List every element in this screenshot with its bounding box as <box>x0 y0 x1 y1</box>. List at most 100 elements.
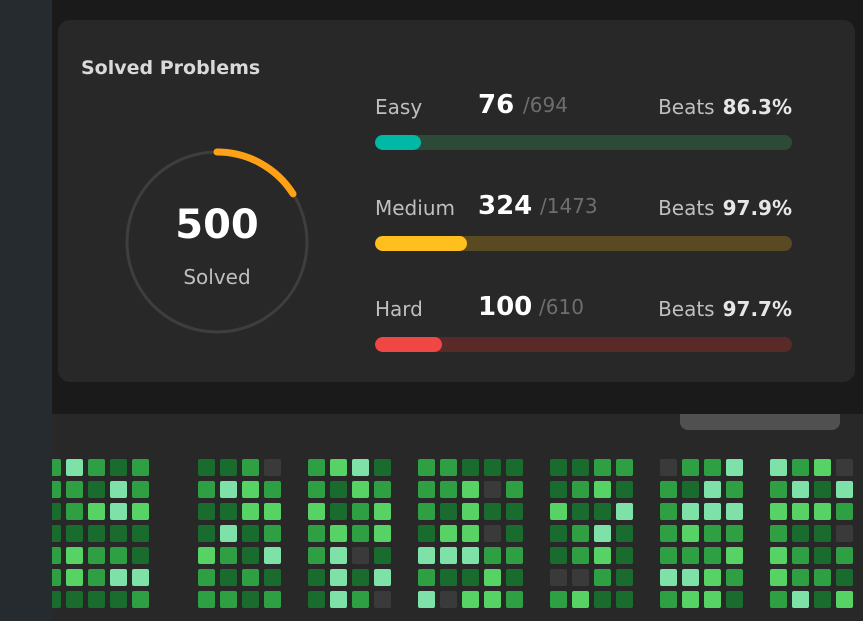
heatmap-cell[interactable] <box>704 569 721 586</box>
heatmap-cell[interactable] <box>594 547 611 564</box>
heatmap-cell[interactable] <box>88 481 105 498</box>
heatmap-cell[interactable] <box>550 481 567 498</box>
heatmap-cell[interactable] <box>792 569 809 586</box>
heatmap-cell[interactable] <box>682 503 699 520</box>
heatmap-cell[interactable] <box>616 503 633 520</box>
heatmap-cell[interactable] <box>198 569 215 586</box>
heatmap-cell[interactable] <box>506 569 523 586</box>
heatmap-cell[interactable] <box>66 503 83 520</box>
heatmap-cell[interactable] <box>770 481 787 498</box>
heatmap-cell[interactable] <box>242 525 259 542</box>
heatmap-cell[interactable] <box>66 591 83 608</box>
heatmap-cell[interactable] <box>484 459 501 476</box>
heatmap-cell[interactable] <box>660 569 677 586</box>
heatmap-cell[interactable] <box>440 525 457 542</box>
heatmap-cell[interactable] <box>88 569 105 586</box>
heatmap-cell[interactable] <box>704 459 721 476</box>
heatmap-cell[interactable] <box>132 503 149 520</box>
heatmap-cell[interactable] <box>440 569 457 586</box>
heatmap-cell[interactable] <box>594 569 611 586</box>
heatmap-cell[interactable] <box>660 525 677 542</box>
heatmap-cell[interactable] <box>330 591 347 608</box>
heatmap-cell[interactable] <box>110 547 127 564</box>
heatmap-cell[interactable] <box>88 591 105 608</box>
heatmap-cell[interactable] <box>660 591 677 608</box>
heatmap-cell[interactable] <box>308 547 325 564</box>
heatmap-cell[interactable] <box>308 503 325 520</box>
heatmap-cell[interactable] <box>220 569 237 586</box>
heatmap-cell[interactable] <box>132 591 149 608</box>
heatmap-cell[interactable] <box>198 503 215 520</box>
heatmap-cell[interactable] <box>462 503 479 520</box>
heatmap-cell[interactable] <box>352 481 369 498</box>
heatmap-cell[interactable] <box>484 569 501 586</box>
heatmap-cell[interactable] <box>836 547 853 564</box>
heatmap-cell[interactable] <box>440 459 457 476</box>
heatmap-cell[interactable] <box>242 503 259 520</box>
heatmap-cell[interactable] <box>88 459 105 476</box>
heatmap-cell[interactable] <box>88 525 105 542</box>
heatmap-cell[interactable] <box>308 525 325 542</box>
heatmap-cell[interactable] <box>682 481 699 498</box>
heatmap-cell[interactable] <box>616 547 633 564</box>
heatmap-cell[interactable] <box>242 569 259 586</box>
heatmap-cell[interactable] <box>88 503 105 520</box>
heatmap-cell[interactable] <box>330 525 347 542</box>
heatmap-cell[interactable] <box>264 481 281 498</box>
heatmap-cell[interactable] <box>726 459 743 476</box>
heatmap-cell[interactable] <box>616 525 633 542</box>
heatmap-cell[interactable] <box>374 481 391 498</box>
heatmap-cell[interactable] <box>572 547 589 564</box>
heatmap-cell[interactable] <box>726 503 743 520</box>
heatmap-cell[interactable] <box>52 481 61 498</box>
heatmap-cell[interactable] <box>462 569 479 586</box>
heatmap-cell[interactable] <box>616 459 633 476</box>
heatmap-cell[interactable] <box>440 591 457 608</box>
heatmap-cell[interactable] <box>726 481 743 498</box>
heatmap-cell[interactable] <box>506 459 523 476</box>
heatmap-cell[interactable] <box>418 481 435 498</box>
heatmap-cell[interactable] <box>66 525 83 542</box>
heatmap-cell[interactable] <box>550 591 567 608</box>
heatmap-cell[interactable] <box>770 459 787 476</box>
heatmap-cell[interactable] <box>308 591 325 608</box>
heatmap-cell[interactable] <box>704 481 721 498</box>
heatmap-cell[interactable] <box>836 503 853 520</box>
heatmap-cell[interactable] <box>198 481 215 498</box>
heatmap-cell[interactable] <box>66 481 83 498</box>
heatmap-cell[interactable] <box>484 503 501 520</box>
heatmap-cell[interactable] <box>594 459 611 476</box>
heatmap-cell[interactable] <box>440 503 457 520</box>
heatmap-cell[interactable] <box>814 525 831 542</box>
heatmap-cell[interactable] <box>792 591 809 608</box>
heatmap-cell[interactable] <box>704 525 721 542</box>
heatmap-cell[interactable] <box>836 459 853 476</box>
heatmap-cell[interactable] <box>66 547 83 564</box>
heatmap-cell[interactable] <box>682 569 699 586</box>
heatmap-cell[interactable] <box>814 569 831 586</box>
heatmap-cell[interactable] <box>484 481 501 498</box>
heatmap-cell[interactable] <box>110 569 127 586</box>
heatmap-cell[interactable] <box>814 547 831 564</box>
heatmap-cell[interactable] <box>682 547 699 564</box>
heatmap-cell[interactable] <box>594 591 611 608</box>
heatmap-cell[interactable] <box>572 459 589 476</box>
difficulty-row-hard[interactable]: Hard 100 /610 Beats 97.7% <box>375 292 792 367</box>
heatmap-cell[interactable] <box>418 569 435 586</box>
heatmap-cell[interactable] <box>704 591 721 608</box>
heatmap-cell[interactable] <box>52 547 61 564</box>
heatmap-cell[interactable] <box>110 503 127 520</box>
heatmap-cell[interactable] <box>220 525 237 542</box>
heatmap-cell[interactable] <box>572 481 589 498</box>
heatmap-cell[interactable] <box>594 481 611 498</box>
heatmap-cell[interactable] <box>198 525 215 542</box>
heatmap-cell[interactable] <box>132 547 149 564</box>
heatmap-cell[interactable] <box>198 547 215 564</box>
heatmap-cell[interactable] <box>682 525 699 542</box>
heatmap-cell[interactable] <box>242 591 259 608</box>
heatmap-cell[interactable] <box>616 481 633 498</box>
heatmap-cell[interactable] <box>132 525 149 542</box>
heatmap-cell[interactable] <box>726 547 743 564</box>
heatmap-cell[interactable] <box>52 525 61 542</box>
heatmap-cell[interactable] <box>330 547 347 564</box>
